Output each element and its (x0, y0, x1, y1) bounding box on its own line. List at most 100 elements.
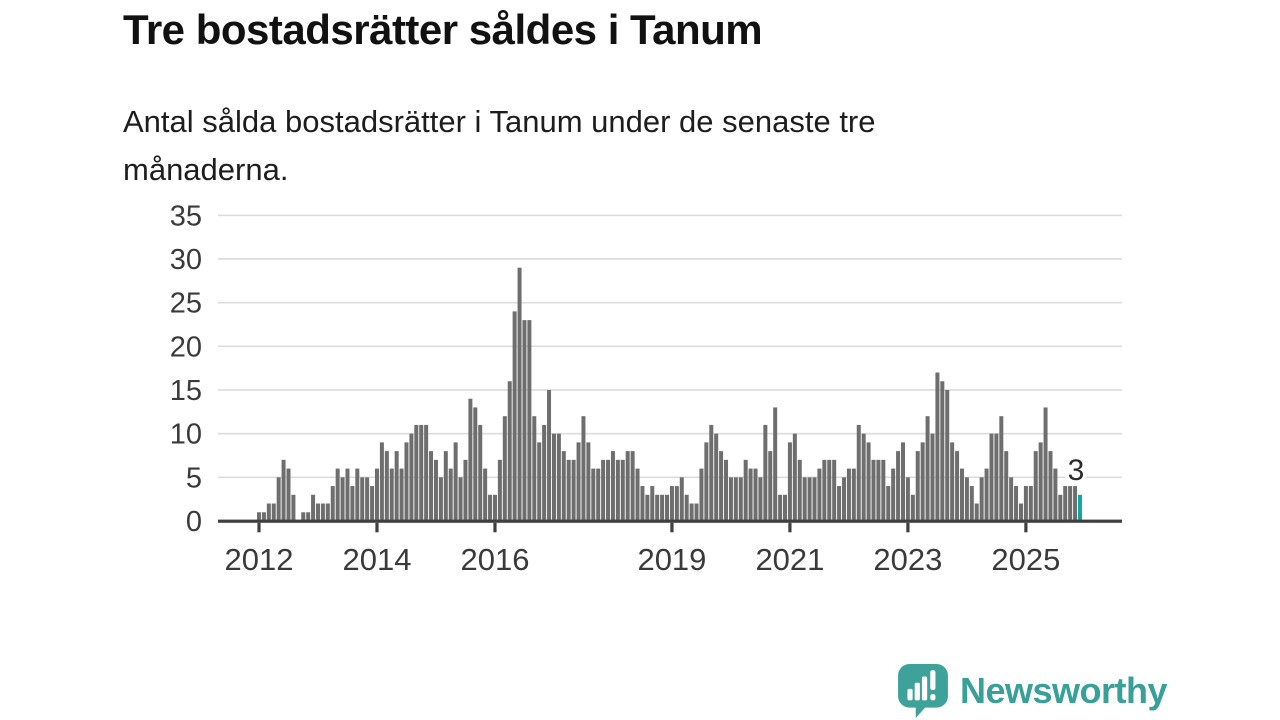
bar (1014, 486, 1019, 521)
x-tick-mark (257, 522, 261, 533)
bar (950, 442, 955, 521)
bar (488, 494, 493, 521)
y-tick-labels: 0 5 10 15 20 25 30 35 (170, 200, 202, 538)
bar (822, 459, 827, 521)
bar (581, 416, 586, 521)
bar (271, 503, 276, 521)
bar (728, 477, 733, 521)
bar (758, 477, 763, 521)
bar (433, 459, 438, 521)
page-title: Tre bostadsrätter såldes i Tanum (123, 6, 763, 53)
bar (832, 459, 837, 521)
bar (330, 486, 335, 521)
bar (827, 459, 832, 521)
bar (522, 320, 527, 521)
bar (783, 494, 788, 521)
bar (409, 433, 414, 521)
bar (630, 451, 635, 521)
bar (497, 459, 502, 521)
bar (561, 451, 566, 521)
bar (974, 503, 979, 521)
y-gridlines (218, 214, 1122, 479)
bar (1058, 494, 1063, 521)
bar (591, 468, 596, 521)
x-tick-mark (1024, 522, 1028, 533)
bar (261, 512, 266, 521)
bar (438, 477, 443, 521)
bar (704, 442, 709, 521)
bar (945, 389, 950, 521)
bar (419, 424, 424, 521)
bar (969, 486, 974, 521)
bar (286, 468, 291, 521)
bar (399, 468, 404, 521)
bar (787, 442, 792, 521)
bar (964, 477, 969, 521)
bar (576, 442, 581, 521)
bar (807, 477, 812, 521)
bar (905, 477, 910, 521)
bar (694, 503, 699, 521)
bar (856, 424, 861, 521)
bar (861, 433, 866, 521)
x-tick-mark (788, 522, 792, 533)
bar (389, 468, 394, 521)
subtitle-line-2: månaderna. (123, 152, 289, 187)
bar (512, 311, 517, 521)
y-tick-label: 20 (170, 331, 202, 363)
bar (384, 451, 389, 521)
bar (866, 442, 871, 521)
x-tick-mark (493, 522, 497, 533)
bar (930, 433, 935, 521)
y-tick-label: 15 (170, 375, 202, 407)
bar (842, 477, 846, 521)
bar (778, 494, 783, 521)
bar (920, 442, 925, 521)
bar (910, 494, 915, 521)
bar (935, 372, 940, 521)
bar (1043, 407, 1048, 521)
bar (542, 424, 547, 521)
bar (714, 433, 719, 521)
bar (315, 503, 320, 521)
bar (458, 477, 463, 521)
bar (527, 320, 532, 521)
bar (901, 442, 905, 521)
bar (660, 494, 665, 521)
x-tick-label: 2023 (873, 542, 942, 577)
bar (1028, 486, 1033, 521)
bar (679, 477, 684, 521)
x-tick-label: 2016 (460, 542, 529, 577)
bars-group (257, 267, 1082, 521)
bar (1033, 451, 1038, 521)
bar (365, 477, 370, 521)
x-tick-label: 2025 (991, 542, 1060, 577)
bar (394, 451, 399, 521)
brand-name: Newsworthy (960, 670, 1168, 711)
bar (325, 503, 330, 521)
bar (812, 477, 817, 521)
bar (674, 486, 679, 521)
bar (955, 451, 960, 521)
subtitle-line-1: Antal sålda bostadsrätter i Tanum under … (123, 104, 876, 139)
bar (940, 381, 945, 521)
bar (556, 433, 561, 521)
bar (891, 468, 896, 521)
bar (257, 512, 261, 521)
bar (1068, 486, 1073, 521)
bar (429, 451, 434, 521)
bar (610, 451, 615, 521)
bar (999, 416, 1004, 521)
bar (360, 477, 365, 521)
bar (768, 451, 773, 521)
bar (301, 512, 306, 521)
bar (620, 459, 625, 521)
chart-subtitle: Antal sålda bostadsrätter i Tanum under … (123, 98, 876, 194)
bar (1053, 468, 1058, 521)
last-value-annotation: 3 (1068, 454, 1085, 487)
x-tick-label: 2014 (342, 542, 411, 577)
bar (335, 468, 340, 521)
y-tick-label: 25 (170, 288, 202, 320)
bar (684, 494, 689, 521)
